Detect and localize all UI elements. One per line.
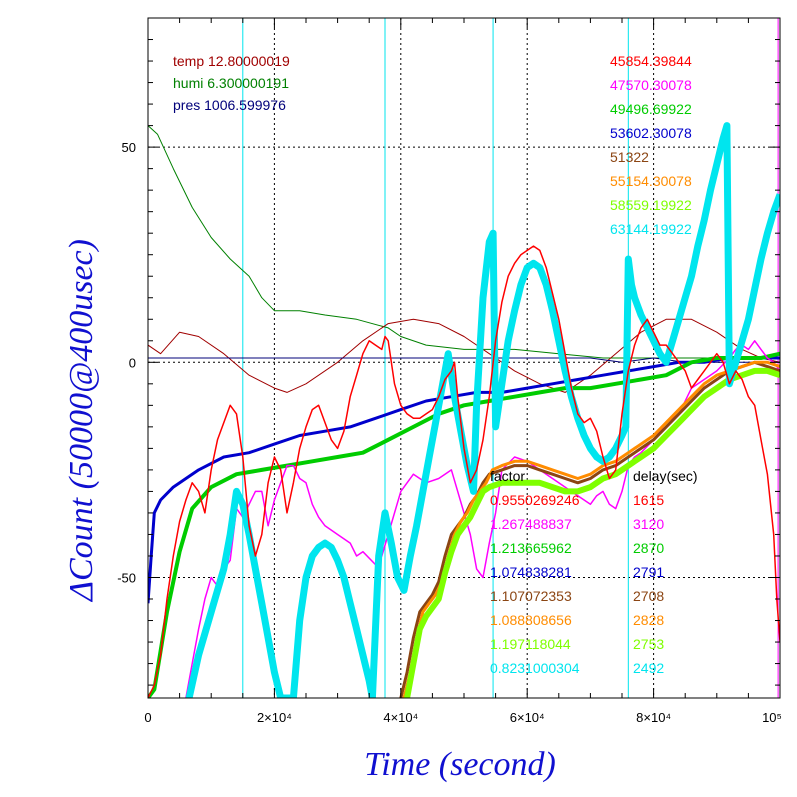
y-tick-label: -50 xyxy=(117,570,136,585)
y-axis-title: ΔCount (50000@400usec) xyxy=(63,239,100,603)
table-factor-value: 1.213665962 xyxy=(490,540,572,556)
counter-label: 51322 xyxy=(610,149,649,165)
x-tick-label: 0 xyxy=(144,710,151,725)
counter-label: 47570.30078 xyxy=(610,77,692,93)
table-delay-value: 2870 xyxy=(633,540,664,556)
y-tick-label: 0 xyxy=(129,355,136,370)
table-delay-value: 1615 xyxy=(633,492,664,508)
table-delay-value: 2753 xyxy=(633,636,664,652)
series-line-1 xyxy=(148,125,780,359)
table-factor-value: 1.074838281 xyxy=(490,564,572,580)
table-factor-value: 1.088808656 xyxy=(490,612,572,628)
x-axis-title: Time (second) xyxy=(364,746,556,783)
table-factor-value: 1.107072353 xyxy=(490,588,572,604)
table-delay-value: 3120 xyxy=(633,516,664,532)
x-tick-label: 8×10⁴ xyxy=(636,710,671,725)
table-delay-value: 2708 xyxy=(633,588,664,604)
series-line-4 xyxy=(148,356,780,604)
series-line-6 xyxy=(185,340,780,698)
env-label-pres: pres 1006.599976 xyxy=(173,97,286,113)
table-header-factor: factor xyxy=(490,468,525,484)
counter-label: 49496.69922 xyxy=(610,101,692,117)
annotations: temp 12.80000019 humi 6.300000191 pres 100… xyxy=(173,53,698,676)
series-line-9 xyxy=(404,367,780,698)
env-label-temp: temp 12.80000019 xyxy=(173,53,290,69)
table-delay-value: 2828 xyxy=(633,612,664,628)
table-factor-value: 0.9550269246 xyxy=(490,492,580,508)
series-line-11 xyxy=(148,245,780,698)
counter-label: 55154.30078 xyxy=(610,173,692,189)
x-tick-label: 2×10⁴ xyxy=(257,710,292,725)
table-factor-value: 1.267488837 xyxy=(490,516,572,532)
x-tick-label: 10⁵ xyxy=(762,710,782,725)
table-delay-value: 2492 xyxy=(633,660,664,676)
series-line-7 xyxy=(399,360,780,698)
counter-label: 53602.30078 xyxy=(610,125,692,141)
y-tick-label: 50 xyxy=(122,140,136,155)
counter-label: 63144.19922 xyxy=(610,221,692,237)
counter-label: 58559.19922 xyxy=(610,197,692,213)
series-group xyxy=(148,18,780,698)
tick-labels: 0 2×10⁴ 4×10⁴ 6×10⁴ 8×10⁴ 10⁵ 50 0 -50 xyxy=(117,140,782,725)
axes xyxy=(147,17,781,699)
x-tick-label: 6×10⁴ xyxy=(510,710,545,725)
table-header-delay: delay(sec) xyxy=(633,468,698,484)
table-delay-value: 2791 xyxy=(633,564,664,580)
counter-label: 45854.39844 xyxy=(610,53,692,69)
table-factor-value: 1.197118044 xyxy=(490,636,571,652)
env-label-humi: humi 6.300000191 xyxy=(173,75,289,91)
series-line-10 xyxy=(185,122,780,698)
x-tick-label: 4×10⁴ xyxy=(383,710,418,725)
table-factor-value: 0.8231000304 xyxy=(490,660,580,676)
